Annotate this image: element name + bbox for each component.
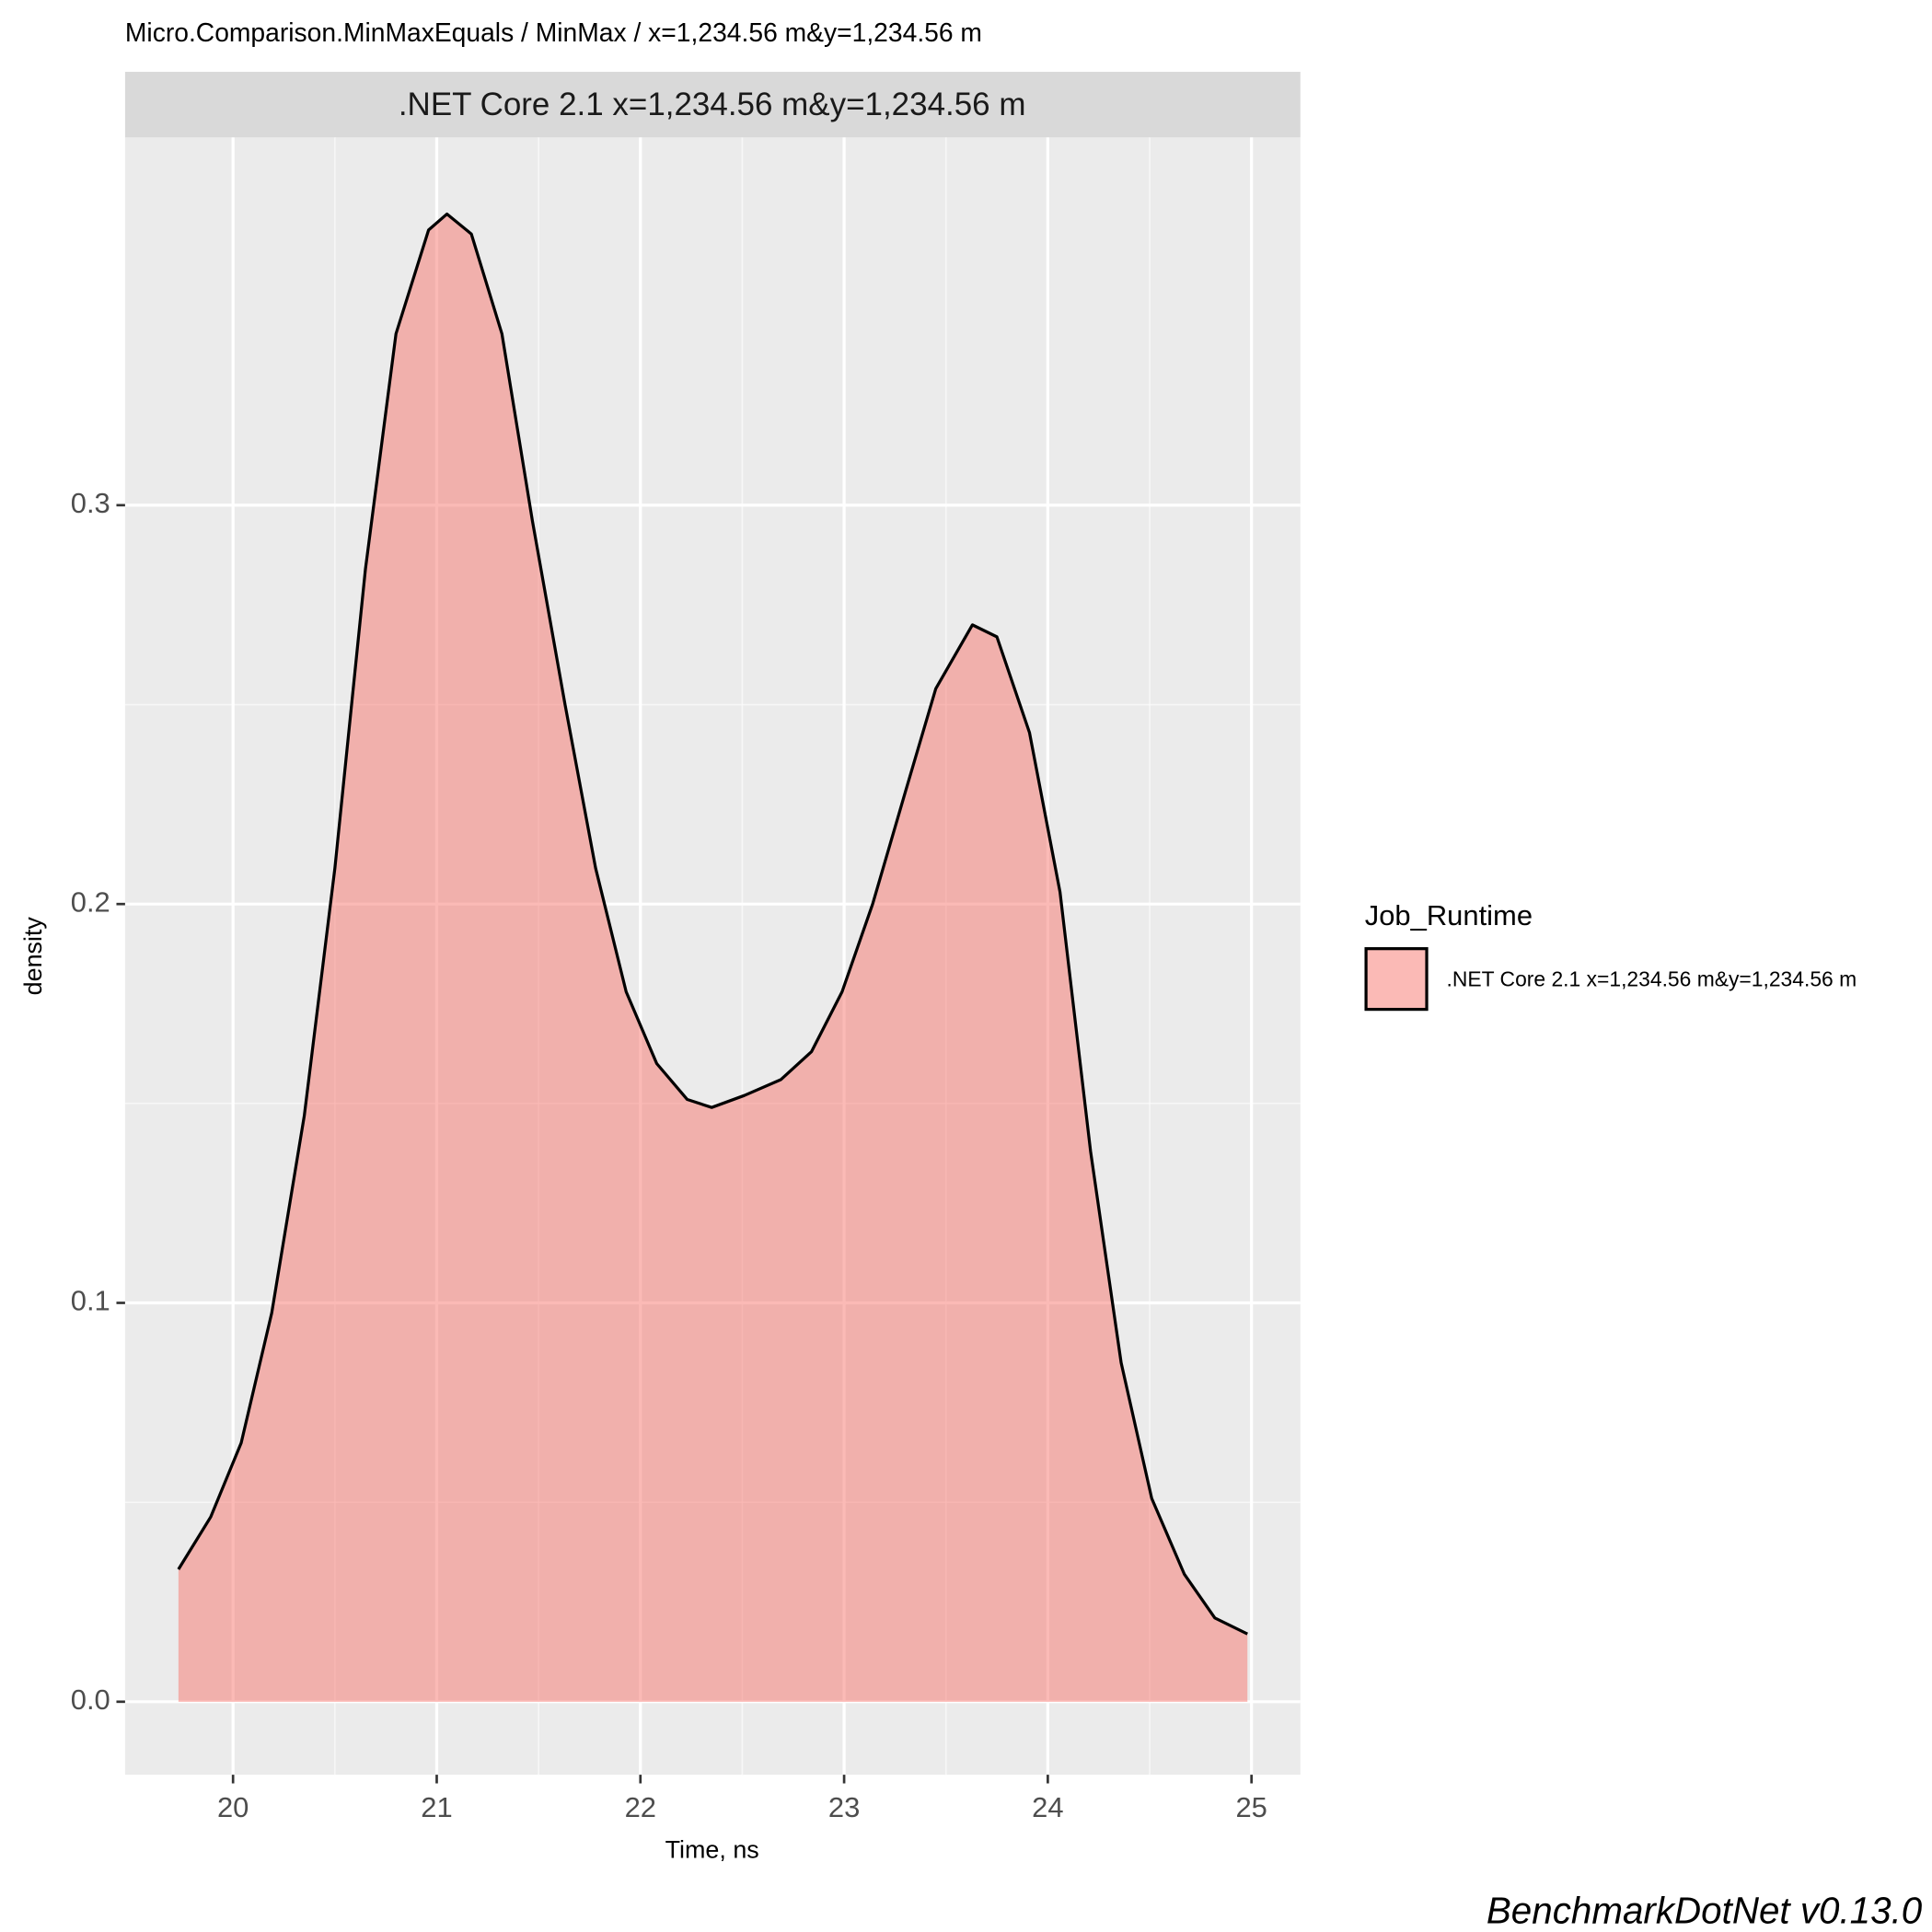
facet-label: .NET Core 2.1 x=1,234.56 m&y=1,234.56 m [399,87,1026,122]
marks [177,212,1248,1702]
facet-strip [124,72,1301,138]
x-tick-label: 23 [828,1791,860,1823]
legend-label: .NET Core 2.1 x=1,234.56 m&y=1,234.56 m [1447,967,1857,991]
legend-title: Job_Runtime [1365,899,1533,931]
y-axis-label: density [19,917,47,996]
x-tick-label: 21 [421,1791,452,1823]
y-tick-label: 0.1 [71,1285,110,1317]
density-line [177,212,1248,1636]
footer: BenchmarkDotNet v0.13.0 [1487,1889,1923,1931]
x-tick-label: 20 [217,1791,249,1823]
x-tick-label: 24 [1032,1791,1063,1823]
x-tick-label: 22 [625,1791,656,1823]
legend: .NET Core 2.1 x=1,234.56 m&y=1,234.56 m [1364,947,1857,1012]
chart-title: Micro.Comparison.MinMaxEquals / MinMax /… [125,17,982,47]
density-area [178,214,1248,1702]
axes: 0.0 0.1 0.2 0.3 20 21 22 23 24 25 [71,487,1267,1823]
legend-key [1364,947,1429,1012]
y-tick-label: 0.2 [71,885,110,918]
x-axis-label: Time, ns [665,1836,759,1864]
y-tick-label: 0.3 [71,487,110,519]
y-tick-label: 0.0 [71,1683,110,1716]
x-tick-label: 25 [1235,1791,1267,1823]
